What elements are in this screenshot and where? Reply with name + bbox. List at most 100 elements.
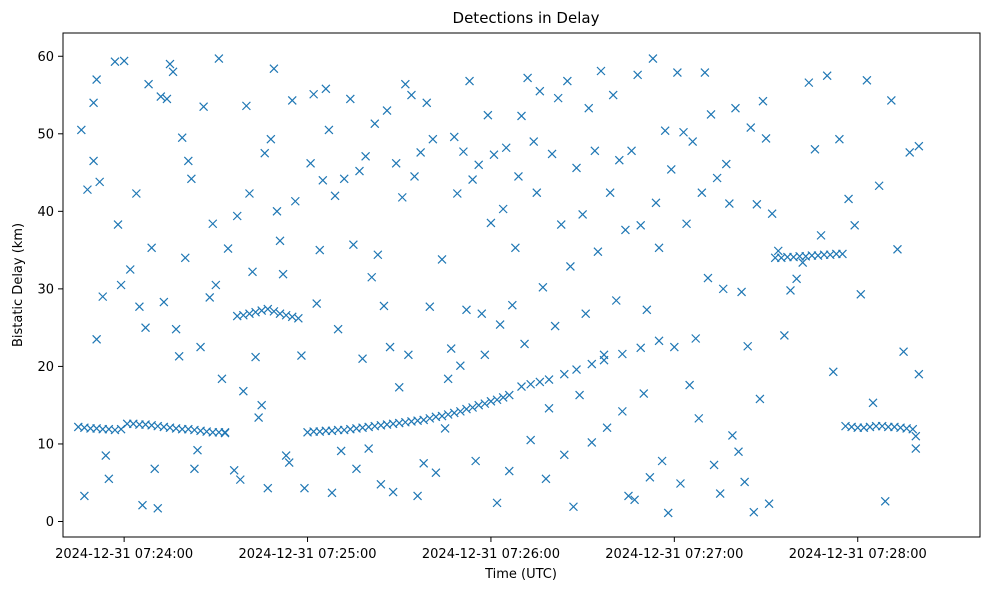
data-point [315, 245, 325, 255]
y-tick-label: 60 [37, 50, 54, 65]
data-point [822, 71, 832, 81]
data-point [165, 59, 175, 69]
data-point [517, 111, 526, 121]
data-points [73, 54, 924, 518]
data-point [220, 427, 230, 437]
x-axis-label: Time (UTC) [484, 567, 557, 582]
data-point [541, 474, 551, 484]
data-point [269, 306, 279, 316]
data-point [828, 367, 838, 377]
data-point [547, 149, 557, 159]
y-tick-label: 40 [37, 205, 54, 220]
data-point [449, 132, 459, 142]
data-point [578, 210, 588, 219]
data-point [290, 196, 300, 206]
data-point [89, 98, 98, 108]
data-point [98, 292, 108, 302]
data-point [474, 160, 484, 170]
data-point [263, 304, 273, 314]
data-point [712, 173, 722, 183]
data-point [599, 350, 609, 360]
data-point [413, 491, 422, 501]
data-point [150, 464, 160, 474]
data-point [624, 491, 633, 501]
data-point [492, 498, 502, 508]
data-point [685, 380, 695, 390]
data-point [529, 137, 539, 146]
data-point [138, 500, 147, 510]
data-point [269, 64, 279, 74]
data-point [899, 347, 909, 357]
data-point [455, 406, 465, 416]
data-point [440, 424, 450, 433]
data-point [654, 336, 664, 346]
data-point [498, 204, 508, 214]
data-point [504, 390, 514, 400]
y-axis: 0 10 20 30 40 50 60 [37, 50, 63, 530]
data-point [370, 119, 380, 129]
data-point [327, 488, 337, 498]
data-point [468, 175, 478, 184]
data-point [507, 300, 517, 310]
data-point [330, 191, 340, 201]
data-point [544, 403, 554, 413]
x-tick-label: 2024-12-31 07:26:00 [422, 547, 560, 562]
data-point [293, 313, 303, 323]
data-point [584, 103, 594, 113]
data-point [211, 280, 221, 290]
data-point [715, 489, 725, 499]
data-point [743, 341, 753, 351]
data-point [721, 159, 731, 169]
data-point [278, 269, 288, 279]
data-point [660, 126, 670, 136]
data-point [773, 246, 783, 256]
data-point [535, 86, 545, 96]
data-point [333, 324, 343, 334]
data-point [95, 177, 105, 187]
data-point [593, 247, 603, 257]
data-point [691, 334, 701, 343]
data-point [752, 199, 762, 209]
data-point [144, 79, 154, 89]
data-point [590, 146, 600, 156]
data-point [617, 349, 627, 359]
data-point [639, 389, 649, 398]
data-point [688, 137, 698, 146]
data-point [669, 342, 679, 352]
data-point [517, 382, 526, 391]
data-point [761, 134, 771, 143]
data-point [532, 188, 542, 198]
data-point [727, 431, 737, 440]
data-point [266, 134, 276, 144]
data-point [251, 352, 260, 362]
data-point [804, 78, 814, 88]
data-point [740, 477, 750, 487]
data-point [306, 158, 316, 168]
data-point [666, 165, 676, 174]
data-point [633, 70, 643, 80]
data-point [614, 155, 624, 165]
data-point [648, 54, 658, 64]
data-point [654, 243, 664, 253]
data-point [336, 446, 346, 456]
data-point [559, 369, 569, 379]
data-point [324, 125, 334, 135]
data-point [339, 174, 349, 184]
data-point [355, 166, 364, 176]
data-point [352, 464, 361, 474]
y-tick-label: 30 [37, 282, 54, 297]
data-point [520, 339, 529, 349]
data-point [749, 507, 759, 517]
data-point [514, 172, 523, 181]
data-point [495, 320, 505, 329]
data-point [235, 475, 245, 485]
data-point [468, 403, 478, 412]
data-point [180, 253, 190, 263]
y-tick-label: 10 [37, 437, 54, 452]
data-point [385, 342, 395, 352]
data-point [758, 96, 768, 106]
x-tick-label: 2024-12-31 07:24:00 [55, 547, 193, 562]
data-point [596, 66, 606, 76]
data-point [572, 365, 581, 374]
